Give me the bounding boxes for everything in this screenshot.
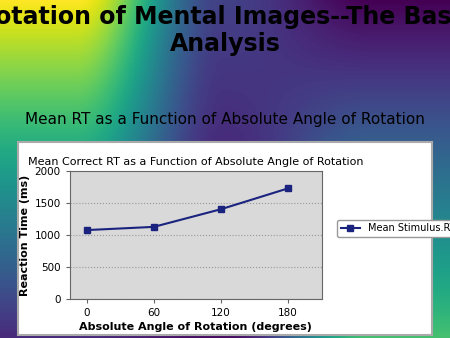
- X-axis label: Absolute Angle of Rotation (degrees): Absolute Angle of Rotation (degrees): [79, 322, 312, 332]
- Legend: Mean Stimulus.RT: Mean Stimulus.RT: [337, 220, 450, 237]
- Title: Mean Correct RT as a Function of Absolute Angle of Rotation: Mean Correct RT as a Function of Absolut…: [28, 157, 364, 167]
- Text: Rotation of Mental Images--The Basic
Analysis: Rotation of Mental Images--The Basic Ana…: [0, 5, 450, 56]
- FancyBboxPatch shape: [18, 142, 432, 335]
- Y-axis label: Reaction Time (ms): Reaction Time (ms): [20, 174, 30, 295]
- Text: Mean RT as a Function of Absolute Angle of Rotation: Mean RT as a Function of Absolute Angle …: [25, 112, 425, 126]
